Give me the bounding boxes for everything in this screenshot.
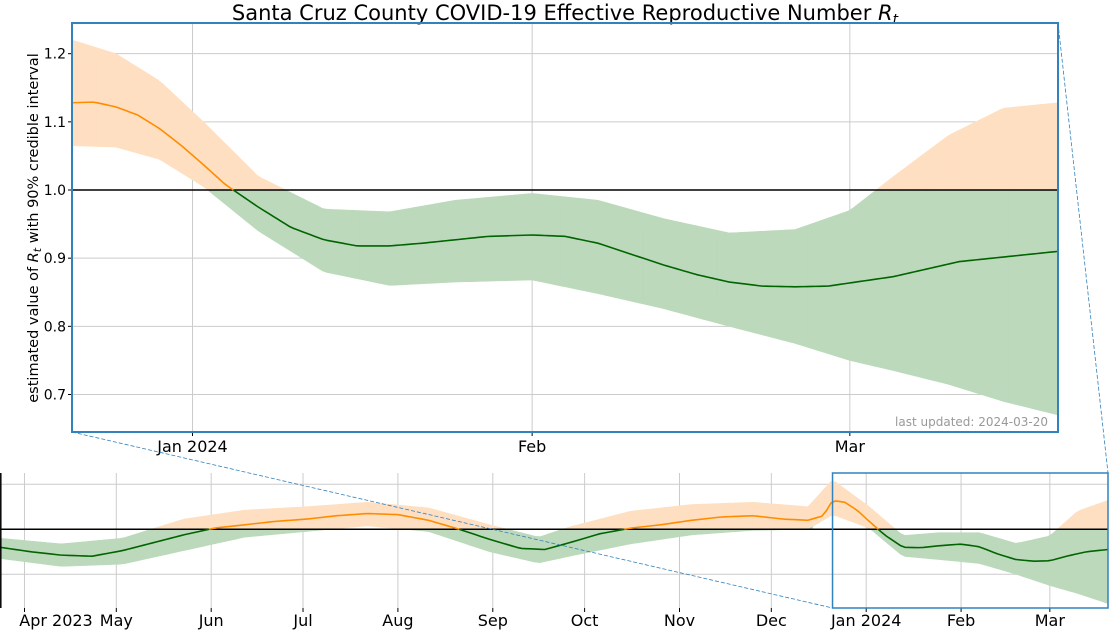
x-tick-label-10: Feb [947,611,975,630]
x-tick-label-0: Apr 2023 [19,611,92,630]
zoom-window-rect [831,472,1109,609]
y-tick-label-3: 1.0 [44,183,66,199]
x-tick-label-1: May [100,611,133,630]
overview-x-ticks: Apr 2023 May Jun Jul Aug Sep Oct Nov Dec Jan 2024… [19,608,1065,630]
ov-median-segment-0 [0,528,210,557]
main-credible-band [72,39,1058,416]
y-tick-label-5: 1.2 [44,47,66,63]
y-tick-label-1: 0.8 [44,319,66,335]
zoom-connector-right [1057,22,1109,474]
x-tick-label-8: Dec [756,611,787,630]
x-tick-label-9: Jan 2024 [830,611,901,630]
x-tick-label-5: Sep [478,611,508,630]
x-tick-label-2: Jun [198,611,224,630]
main-median-segment-1 [232,189,1058,288]
ov-median-segment-4 [877,528,1108,562]
ov-median-segment-3 [624,500,879,531]
x-tick-label-2: Mar [835,437,866,456]
x-tick-label-4: Aug [382,611,413,630]
y-tick-label-0: 0.7 [44,388,66,404]
y-tick-label-2: 0.9 [44,251,66,267]
main-y-ticks: 0.7 0.8 0.9 1.0 1.1 1.2 [44,47,72,404]
main-median-line [72,101,1058,288]
x-tick-label-0: Jan 2024 [156,437,227,456]
x-tick-label-7: Nov [664,611,695,630]
overview-credible-band [0,480,1108,604]
overview-median-line [0,500,1108,562]
main-band-below [207,189,1058,416]
ov-band-below [0,526,1108,604]
main-x-ticks: Jan 2024 Feb Mar [156,432,865,456]
zoom-indicator [71,22,1109,609]
main-plot-frame [71,22,1059,433]
ov-median-segment-1 [208,512,460,531]
main-median-segment-0 [72,101,234,191]
ov-band-above [147,480,1108,531]
y-axis-label: estimated value of Rt with 90% credible … [26,53,44,402]
ov-median-segment-2 [458,528,625,551]
main-band-above [72,39,1058,193]
x-tick-label-6: Oct [571,611,599,630]
x-tick-label-3: Jul [292,611,312,630]
zoom-connector-left [71,431,833,609]
last-updated-note: last updated: 2024-03-20 [895,415,1048,429]
y-tick-label-4: 1.1 [44,115,66,131]
x-tick-label-1: Feb [518,437,546,456]
chart-title: Santa Cruz County COVID-19 Effective Rep… [232,1,899,28]
x-tick-label-11: Mar [1035,611,1066,630]
